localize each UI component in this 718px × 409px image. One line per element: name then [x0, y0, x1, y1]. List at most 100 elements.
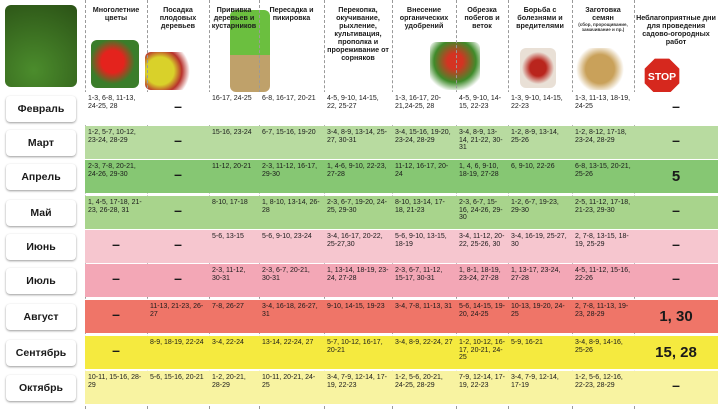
row-band [85, 92, 718, 125]
table-row: Июль – – 2-3, 11-12, 30-31 2-3, 6-7, 20-21, … [0, 264, 718, 298]
header-tillage: Перекопка, окучивание, рыхление, культив… [327, 5, 389, 62]
table-cell: 11-13, 21-23, 26-27 [150, 303, 204, 318]
month-label: Октябрь [6, 375, 76, 401]
table-cell: 2-3, 6-7, 15-16, 24-26, 29-30 [459, 199, 503, 222]
table-row: Февраль 1-3, 6-8, 11-13, 24-25, 28 – 16-17,… [0, 92, 718, 126]
month-label: Июль [6, 268, 76, 294]
table-cell: 16-17, 24-25 [212, 95, 252, 102]
fruits-image [145, 52, 195, 90]
empty-cell: – [672, 270, 680, 286]
pest-image [520, 48, 556, 88]
empty-cell: – [112, 236, 120, 252]
table-row: Апрель 2-3, 7-8, 20-21, 24-26, 29-30 – 11-1… [0, 160, 718, 194]
table-cell: 2-3, 6-7, 20-21, 30-31 [262, 267, 310, 282]
table-row: Май 1, 4-5, 17-18, 21-23, 26-28, 31 – 8-10,… [0, 196, 718, 230]
row-band [85, 336, 718, 369]
seeds-image [576, 48, 624, 90]
table-cell: 11-12, 20-21 [212, 163, 252, 170]
table-cell: 2-3, 11-12, 30-31 [212, 267, 246, 282]
table-row: Август – 11-13, 21-23, 26-27 7-8, 26-27 3-4,… [0, 300, 718, 334]
empty-cell: – [174, 132, 182, 148]
table-cell: 10-11, 20-21, 24-25 [262, 374, 316, 389]
row-band [85, 126, 718, 159]
table-cell: 1-3, 11-13, 18-19, 24-25 [575, 95, 631, 110]
table-cell: 1, 4-6, 9-10, 22-23, 27-28 [327, 163, 387, 178]
table-cell: 1, 13-14, 18-19, 23-24, 27-28 [327, 267, 389, 282]
table-cell: 6-8, 13-15, 20-21, 25-26 [575, 163, 631, 178]
table-cell: 3-4, 8-9, 13-14, 21-22, 30-31 [459, 129, 503, 152]
table-row: Сентябрь – 8-9, 18-19, 22-24 3-4, 22-24 13-1… [0, 336, 718, 370]
table-cell: 1-2, 20-21, 28-29 [212, 374, 246, 389]
header-grafting: Прививка деревьев и кустарников [211, 5, 257, 30]
table-cell: 8-9, 18-19, 22-24 [150, 339, 204, 346]
table-cell: 15, 28 [655, 344, 697, 361]
table-cell: 5-6, 9-10, 23-24 [262, 233, 312, 240]
table-cell: 3-4, 7-9, 12-14, 17-19 [511, 374, 559, 389]
seed-note: (сбор, пророщивание, замачивание и пр.) [578, 22, 628, 32]
table-cell: 5-6, 13-15 [212, 233, 244, 240]
header-pest-control: Борьба с болезнями и вредителями [516, 5, 564, 30]
table-cell: 1-2, 6-7, 19-23, 29-30 [511, 199, 559, 214]
month-label: Апрель [6, 164, 76, 190]
month-label: Июнь [6, 234, 76, 260]
row-band [85, 196, 718, 229]
table-cell: 6-7, 15-16, 19-20 [262, 129, 316, 136]
table-cell: 1, 4, 6, 9-10, 18-19, 27-28 [459, 163, 499, 178]
empty-cell: – [672, 132, 680, 148]
table-cell: 1, 30 [659, 308, 693, 325]
table-cell: 4-5, 9-10, 14-15, 22-23 [459, 95, 502, 110]
table-row: Июнь – – 5-6, 13-15 5-6, 9-10, 23-24 3-4, 16-… [0, 230, 718, 264]
header-unfavorable-days: Неблагоприятные дни для проведения садов… [636, 13, 716, 46]
empty-cell: – [174, 236, 182, 252]
table-cell: 5 [671, 168, 681, 185]
stop-sign-text: STOP [648, 72, 676, 83]
table-cell: 10-13, 19-20, 24-25 [511, 303, 565, 318]
table-cell: 1-2, 5-6, 20-21, 24-25, 28-29 [395, 374, 443, 389]
row-band [85, 160, 718, 193]
sapling-image [230, 10, 270, 92]
month-label: Август [6, 304, 76, 330]
header-seed-harvesting: Заготовка семян (сбор, пророщивание, зама… [572, 6, 634, 98]
table-cell: 3-4, 15-16, 19-20, 23-24, 28-29 [395, 129, 451, 144]
month-label: Февраль [6, 96, 76, 122]
table-cell: 1, 13-17, 23-24, 27-28 [511, 267, 561, 282]
flowers-image [91, 40, 139, 88]
month-label: Май [6, 200, 76, 226]
table-cell: 3-4, 7-8, 11-13, 31 [395, 303, 453, 310]
table-cell: 2-3, 7-8, 20-21, 24-26, 29-30 [88, 163, 136, 178]
table-cell: 5-7, 10-12, 16-17, 20-21 [327, 339, 383, 354]
table-cell: 7-8, 26-27 [212, 303, 244, 310]
table-cell: 1, 4-5, 17-18, 21-23, 26-28, 31 [88, 199, 142, 214]
empty-cell: – [174, 202, 182, 218]
table-cell: 1-2, 5-6, 12-16, 22-23, 28-29 [575, 374, 623, 389]
table-cell: 4-5, 11-12, 15-16, 22-26 [575, 267, 631, 282]
row-band [85, 230, 718, 263]
row-band [85, 371, 718, 404]
table-cell: 1, 8-1, 18-19, 23-24, 27-28 [459, 267, 501, 282]
table-cell: 3-4, 16-17, 20-22, 25-27,30 [327, 233, 383, 248]
table-cell: 3-4, 8-9, 22-24, 27 [395, 339, 453, 346]
table-cell: 5-6, 14-15, 19-20, 24-25 [459, 303, 505, 318]
header-transplanting: Пересадка и пикировка [269, 5, 314, 22]
table-cell: 13-14, 22-24, 27 [262, 339, 314, 346]
table-cell: 11-12, 16-17, 20-24 [395, 163, 449, 178]
table-cell: 1-2, 8-12, 17-18, 23-24, 28-29 [575, 129, 627, 144]
empty-cell: – [672, 202, 680, 218]
table-cell: 2-5, 11-12, 17-18, 21-23, 29-30 [575, 199, 631, 214]
table-cell: 1-3, 16-17, 20-21,24-25, 28 [395, 95, 441, 110]
table-cell: 3-4, 8-9, 13-14, 25-27, 30-31 [327, 129, 387, 144]
header-tree-planting: Посадка плодовых деревьев [159, 5, 197, 30]
table-cell: 8-10, 17-18 [212, 199, 248, 206]
table-cell: 3-4, 11-12, 20-22, 25-26, 30 [459, 233, 505, 248]
table-cell: 7-9, 12-14, 17-19, 22-23 [459, 374, 505, 389]
table-cell: 2, 7-8, 13-15, 18-19, 25-29 [575, 233, 629, 248]
table-cell: 10-11, 15-16, 28-29 [88, 374, 142, 389]
empty-cell: – [112, 306, 120, 322]
table-cell: 8-10, 13-14, 17-18, 21-23 [395, 199, 445, 214]
table-cell: 1-3, 6-8, 11-13, 24-25, 28 [88, 95, 136, 110]
header-fertilizing: Внесение органических удобрений [399, 5, 449, 30]
header-perennial-flowers: Многолетние цветы [92, 5, 140, 22]
table-cell: 9-10, 14-15, 19-23 [327, 303, 385, 310]
table-cell: 1-2, 8-9, 13-14, 25-26 [511, 129, 559, 144]
